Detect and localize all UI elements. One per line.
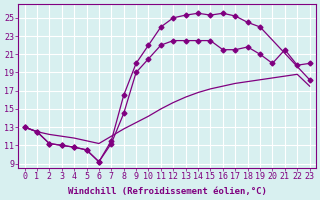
X-axis label: Windchill (Refroidissement éolien,°C): Windchill (Refroidissement éolien,°C) bbox=[68, 187, 267, 196]
